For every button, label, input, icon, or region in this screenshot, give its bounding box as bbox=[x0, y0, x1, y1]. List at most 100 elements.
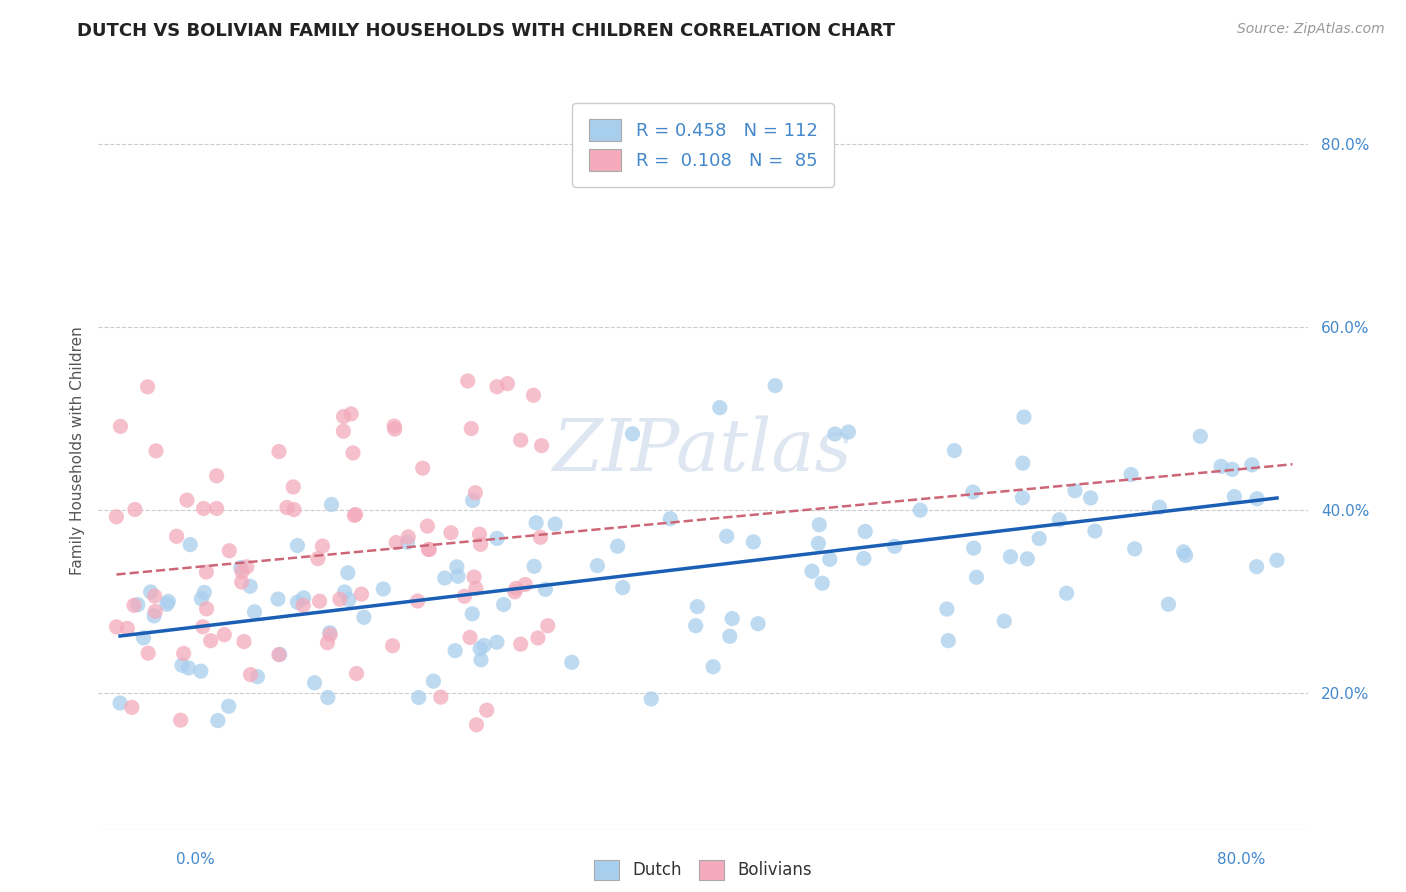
Point bbox=[336, 566, 359, 580]
Point bbox=[1223, 490, 1246, 504]
Point bbox=[337, 592, 360, 607]
Point bbox=[537, 618, 560, 632]
Point bbox=[195, 565, 218, 579]
Point bbox=[1000, 549, 1022, 564]
Point bbox=[811, 576, 834, 591]
Point bbox=[522, 388, 544, 402]
Point bbox=[373, 582, 395, 596]
Point bbox=[1084, 524, 1107, 538]
Point bbox=[464, 485, 486, 500]
Point bbox=[422, 674, 444, 689]
Point bbox=[1157, 597, 1180, 611]
Point bbox=[385, 535, 408, 549]
Point bbox=[943, 443, 966, 458]
Point bbox=[173, 647, 195, 661]
Point bbox=[1174, 549, 1197, 563]
Point bbox=[333, 585, 356, 599]
Point bbox=[236, 559, 259, 574]
Point bbox=[287, 539, 309, 553]
Point bbox=[1011, 491, 1033, 505]
Point bbox=[475, 703, 498, 717]
Point bbox=[157, 594, 180, 608]
Point bbox=[408, 690, 430, 705]
Point bbox=[458, 631, 481, 645]
Point bbox=[485, 635, 508, 649]
Point bbox=[191, 620, 214, 634]
Point bbox=[156, 597, 179, 611]
Point bbox=[1211, 459, 1233, 474]
Point bbox=[170, 658, 193, 673]
Point bbox=[496, 376, 519, 391]
Point bbox=[936, 633, 959, 648]
Text: ZIPatlas: ZIPatlas bbox=[553, 415, 853, 486]
Point bbox=[908, 503, 931, 517]
Point bbox=[246, 670, 269, 684]
Point bbox=[621, 426, 644, 441]
Point bbox=[139, 585, 162, 599]
Point bbox=[292, 599, 315, 613]
Point bbox=[207, 714, 229, 728]
Point bbox=[110, 419, 132, 434]
Point bbox=[239, 667, 262, 681]
Point bbox=[105, 620, 128, 634]
Point bbox=[800, 564, 823, 578]
Point bbox=[316, 636, 339, 650]
Point bbox=[195, 602, 218, 616]
Text: 0.0%: 0.0% bbox=[176, 852, 215, 867]
Point bbox=[344, 508, 367, 522]
Point bbox=[316, 690, 339, 705]
Point bbox=[447, 569, 470, 583]
Point bbox=[329, 592, 352, 607]
Point bbox=[332, 409, 354, 424]
Point bbox=[117, 621, 139, 635]
Point bbox=[472, 639, 495, 653]
Point bbox=[606, 539, 628, 553]
Point bbox=[1123, 541, 1146, 556]
Point bbox=[561, 656, 583, 670]
Point bbox=[127, 598, 149, 612]
Point bbox=[509, 433, 531, 447]
Point bbox=[503, 584, 526, 599]
Point bbox=[319, 625, 342, 640]
Point bbox=[527, 631, 550, 645]
Point bbox=[544, 517, 567, 532]
Point bbox=[108, 696, 131, 710]
Point bbox=[444, 643, 467, 657]
Point bbox=[966, 570, 988, 584]
Point bbox=[350, 587, 373, 601]
Point bbox=[993, 614, 1015, 628]
Point bbox=[1012, 410, 1035, 425]
Point bbox=[530, 439, 553, 453]
Point bbox=[461, 607, 484, 621]
Point bbox=[486, 532, 509, 546]
Point bbox=[505, 582, 527, 596]
Point bbox=[124, 502, 146, 516]
Point bbox=[381, 639, 404, 653]
Point bbox=[136, 646, 159, 660]
Point bbox=[340, 407, 363, 421]
Point bbox=[963, 541, 986, 556]
Point bbox=[231, 574, 253, 589]
Point bbox=[1265, 553, 1288, 567]
Point bbox=[1011, 456, 1033, 470]
Point bbox=[718, 629, 741, 643]
Point bbox=[1220, 462, 1243, 476]
Point bbox=[218, 699, 240, 714]
Point bbox=[492, 598, 515, 612]
Point bbox=[193, 585, 215, 599]
Point bbox=[267, 648, 290, 662]
Point bbox=[721, 611, 744, 625]
Point bbox=[418, 542, 440, 557]
Point bbox=[808, 517, 831, 532]
Point bbox=[287, 595, 309, 609]
Legend: R = 0.458   N = 112, R =  0.108   N =  85: R = 0.458 N = 112, R = 0.108 N = 85 bbox=[572, 103, 834, 187]
Point bbox=[412, 461, 434, 475]
Point bbox=[311, 539, 333, 553]
Point bbox=[883, 539, 905, 553]
Point bbox=[509, 637, 531, 651]
Point bbox=[1047, 513, 1070, 527]
Point bbox=[747, 616, 769, 631]
Point bbox=[742, 535, 765, 549]
Point bbox=[308, 594, 330, 608]
Point bbox=[470, 537, 492, 551]
